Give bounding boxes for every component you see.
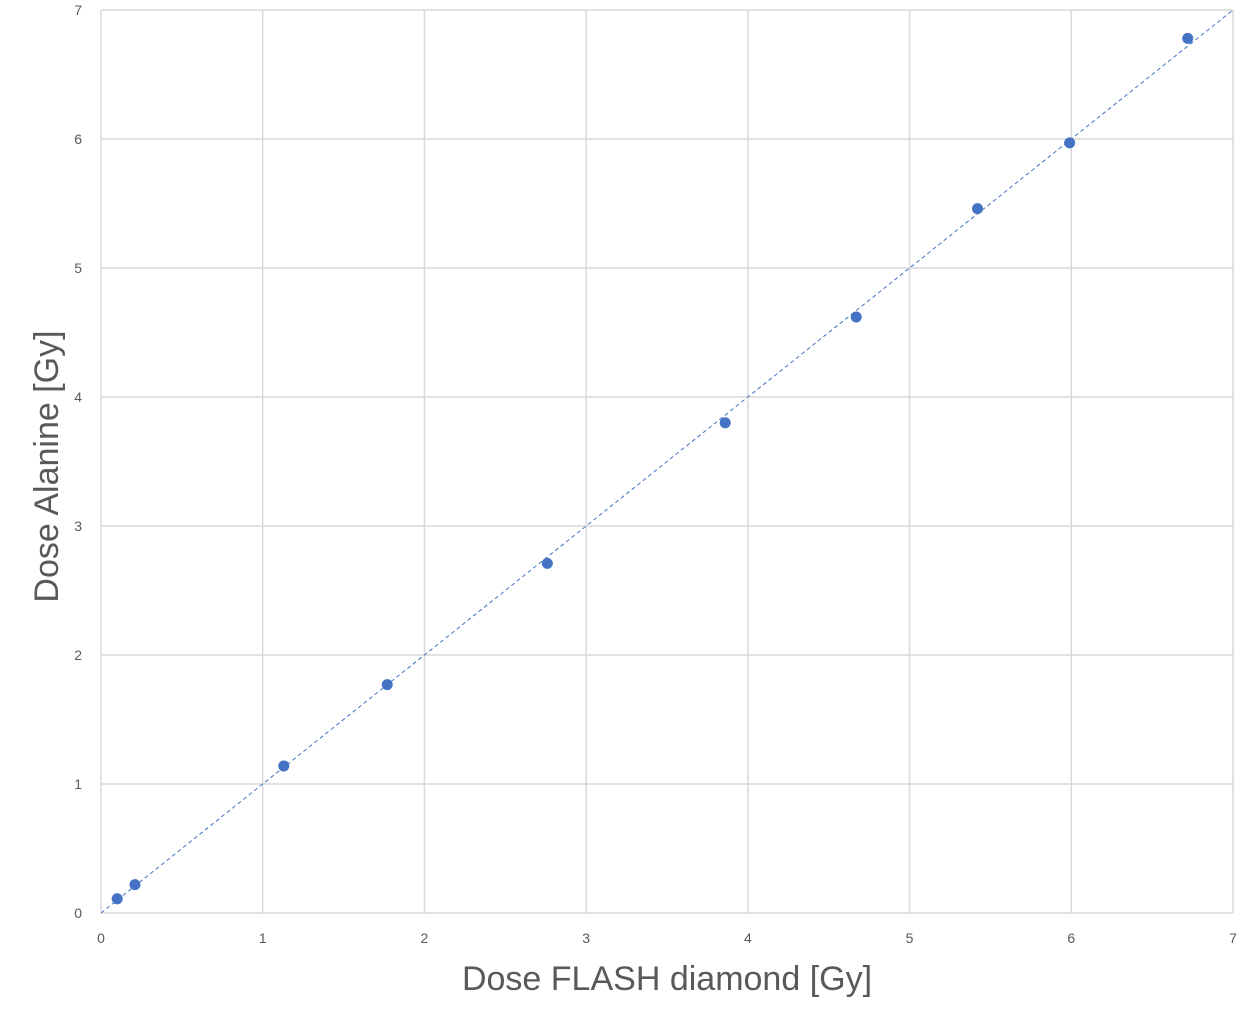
x-tick-label: 7 — [1229, 930, 1237, 946]
data-point — [278, 760, 290, 772]
x-tick-label: 3 — [582, 930, 590, 946]
trendline — [100, 9, 1234, 914]
x-tick-label: 6 — [1067, 930, 1075, 946]
y-tick-label: 1 — [74, 776, 82, 792]
y-tick-label: 5 — [74, 260, 82, 276]
y-tick-label: 4 — [74, 389, 82, 405]
x-gridlines — [100, 10, 1234, 913]
x-tick-label: 4 — [744, 930, 752, 946]
data-point — [719, 417, 731, 429]
y-gridlines — [101, 9, 1233, 914]
data-point — [1064, 137, 1076, 149]
y-tick-label: 7 — [74, 2, 82, 18]
x-tick-label: 2 — [421, 930, 429, 946]
data-point — [971, 203, 983, 215]
y-tick-label: 6 — [74, 131, 82, 147]
data-point — [129, 879, 141, 891]
data-point — [541, 557, 553, 569]
data-point — [111, 893, 123, 905]
y-tick-label: 0 — [74, 905, 82, 921]
y-axis-ticks: 0 1 2 3 4 5 6 7 — [74, 2, 82, 921]
x-tick-label: 0 — [97, 930, 105, 946]
data-point — [381, 679, 393, 691]
x-axis-title: Dose FLASH diamond [Gy] — [462, 960, 872, 998]
data-point — [1182, 32, 1194, 44]
y-tick-label: 2 — [74, 647, 82, 663]
y-tick-label: 3 — [74, 518, 82, 534]
y-axis-title: Dose Alanine [Gy] — [28, 330, 66, 602]
x-tick-label: 1 — [259, 930, 267, 946]
x-tick-label: 5 — [906, 930, 914, 946]
x-axis-ticks: 0 1 2 3 4 5 6 7 — [97, 930, 1237, 946]
data-point — [850, 311, 862, 323]
data-points — [111, 32, 1194, 905]
